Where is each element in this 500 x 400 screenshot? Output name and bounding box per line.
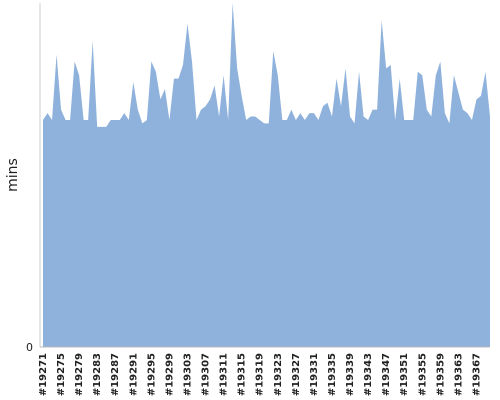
x-tick-label: #19291	[128, 353, 139, 396]
x-tick-label: #19279	[74, 353, 85, 396]
x-tick-label: #19275	[56, 353, 67, 396]
x-tick-label: #19315	[237, 353, 248, 396]
x-tick-label: #19307	[201, 353, 212, 396]
x-tick-label: #19287	[110, 353, 121, 396]
x-tick-label: #19331	[309, 353, 320, 396]
x-tick-label: #19327	[291, 353, 302, 396]
x-tick-label: #19299	[164, 353, 175, 396]
x-tick-label: #19271	[38, 353, 49, 396]
x-tick-label: #19347	[381, 353, 392, 396]
area	[43, 3, 490, 347]
x-tick-label: #19303	[182, 353, 193, 396]
y-axis-label: mins	[5, 158, 21, 192]
x-tick-label: #19283	[92, 353, 103, 396]
x-tick-label: #19323	[273, 353, 284, 396]
x-tick-label: #19359	[435, 353, 446, 396]
x-tick-label: #19351	[399, 353, 410, 396]
x-tick-label: #19367	[471, 353, 482, 396]
x-tick-label: #19355	[417, 353, 428, 396]
x-tick-label: #19295	[146, 353, 157, 396]
x-tick-label: #19343	[363, 353, 374, 396]
x-tick-label: #19311	[219, 353, 230, 396]
x-tick-label: #19339	[345, 353, 356, 396]
x-tick-label: #19363	[453, 353, 464, 396]
x-tick-label: #19319	[255, 353, 266, 396]
y-tick-label: 0	[26, 341, 33, 354]
x-tick-label: #19335	[327, 353, 338, 396]
